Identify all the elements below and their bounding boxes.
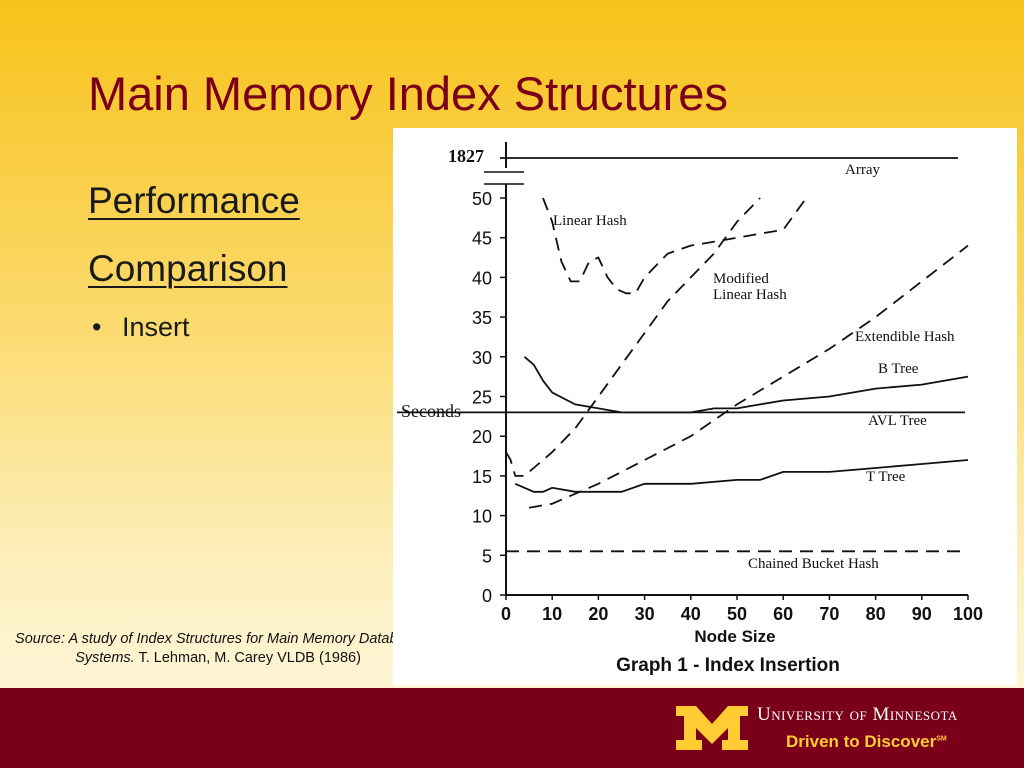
series-label-modified-linear-hash: Modified	[713, 271, 769, 287]
x-tick-label: 50	[727, 604, 747, 624]
series-label-b-tree: B Tree	[878, 361, 919, 377]
series-line-t-tree	[514, 459, 969, 493]
y-tick-label: 30	[472, 348, 492, 368]
x-tick-label: 80	[866, 604, 886, 624]
source-citation: Source: A study of Index Structures for …	[8, 630, 428, 668]
y-tick-label: 50	[472, 189, 492, 209]
tagline-text: Driven to Discover	[786, 732, 937, 751]
x-tick-label: 40	[681, 604, 701, 624]
x-tick-label: 0	[501, 604, 511, 624]
y-tick-label: 25	[472, 388, 492, 408]
x-tick-label: 90	[912, 604, 932, 624]
series-label-avl-tree: AVL Tree	[868, 413, 927, 429]
y-tick-label: 10	[472, 507, 492, 527]
series-label-linear-hash: Linear Hash	[553, 213, 627, 229]
university-name: University of Minnesota	[757, 704, 958, 725]
y-tick-label: 5	[482, 546, 492, 566]
service-mark: SM	[936, 735, 947, 743]
series-line-modified-linear-hash	[505, 197, 761, 477]
y-tick-label: 20	[472, 427, 492, 447]
series-line-extendible-hash	[528, 244, 969, 509]
chart-title: Graph 1 - Index Insertion	[616, 655, 840, 676]
index-insertion-chart: 0 5 10 15 20 25 30 35 40 45 50 0 10 20 30 40 50 60 70 80 90 1…	[397, 142, 983, 676]
series-label-chained-bucket-hash: Chained Bucket Hash	[748, 556, 879, 572]
heading-performance: Performance	[88, 180, 300, 221]
chart-figure: 0 5 10 15 20 25 30 35 40 45 50 0 10 20 30 40 50 60 70 80 90 1…	[393, 128, 1017, 685]
source-italic-text: Source: A study of Index Structures for …	[15, 631, 421, 666]
series-line-linear-hash	[542, 197, 808, 295]
footer-bar: University of Minnesota Driven to Discov…	[0, 688, 1024, 768]
series-label-array: Array	[845, 162, 880, 178]
y-axis-label: Seconds	[401, 401, 461, 421]
y-tick-label: 0	[482, 586, 492, 606]
x-tick-label: 70	[819, 604, 839, 624]
y-tick-label: 40	[472, 268, 492, 288]
y-tick-label: 15	[472, 467, 492, 487]
x-axis-label: Node Size	[694, 627, 775, 646]
y-tick-label: 45	[472, 229, 492, 249]
x-tick-label: 30	[635, 604, 655, 624]
y-break-tick-label: 1827	[448, 146, 484, 166]
bullet-label: Insert	[122, 312, 190, 342]
series-label-extendible-hash: Extendible Hash	[855, 329, 955, 345]
source-plain-text: T. Lehman, M. Carey VLDB (1986)	[138, 650, 361, 666]
x-tick-label: 10	[542, 604, 562, 624]
slide-title: Main Memory Index Structures	[88, 67, 728, 120]
series-label-modified-linear-hash-line2: Linear Hash	[713, 287, 787, 303]
x-tick-label: 100	[953, 604, 983, 624]
bullet-dot-icon: •	[92, 312, 102, 342]
heading-comparison: Comparison	[88, 248, 288, 289]
y-tick-label: 35	[472, 308, 492, 328]
series-label-t-tree: T Tree	[866, 469, 906, 485]
block-m-logo-icon	[676, 706, 748, 750]
x-tick-label: 20	[588, 604, 608, 624]
footer-tagline: Driven to DiscoverSM	[786, 732, 947, 752]
bullet-insert: • Insert	[92, 312, 190, 343]
x-tick-label: 60	[773, 604, 793, 624]
